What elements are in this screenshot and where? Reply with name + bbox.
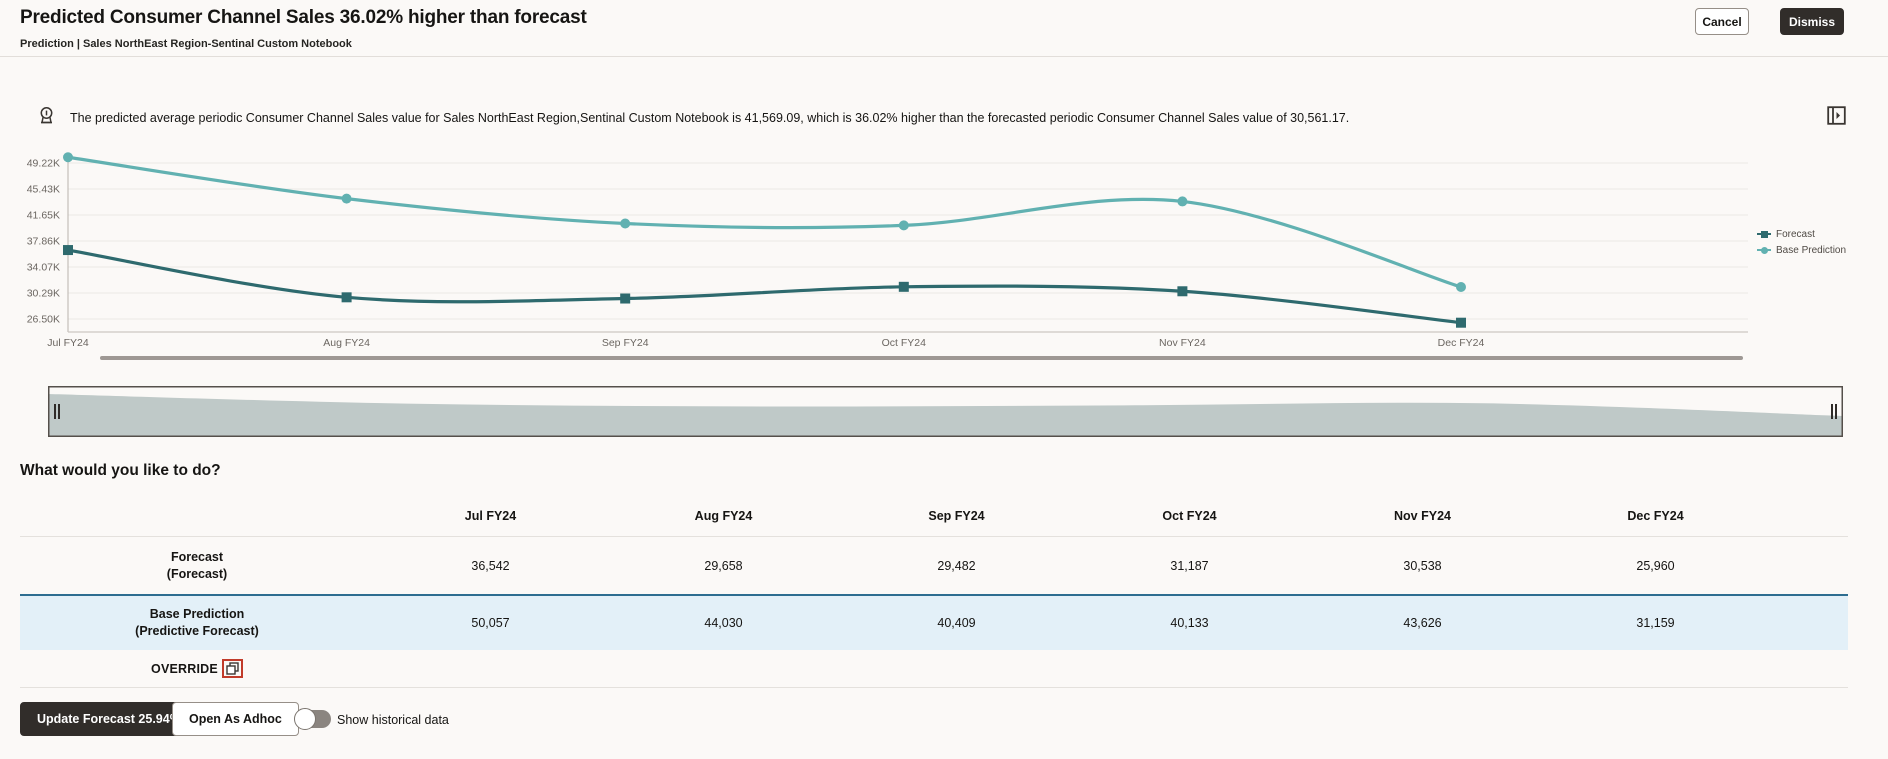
table-cell: 29,658 xyxy=(704,558,743,573)
data-point-forecast[interactable] xyxy=(898,281,909,292)
table-row-base-prediction: Base Prediction (Predictive Forecast) 50,0… xyxy=(20,594,1848,650)
y-axis-tick-label: 34.07K xyxy=(27,262,60,274)
data-point-forecast[interactable] xyxy=(620,293,631,304)
table-cell: 50,057 xyxy=(471,616,510,630)
data-point-base-prediction[interactable] xyxy=(63,152,73,163)
x-axis-tick-label: Jul FY24 xyxy=(47,337,89,349)
table-header-cell: Nov FY24 xyxy=(1394,509,1451,523)
table-row-override: OVERRIDE xyxy=(20,650,1848,688)
header-divider xyxy=(0,56,1888,57)
table-row-forecast: Forecast (Forecast) 36,542 29,658 29,482 31,1… xyxy=(20,536,1848,594)
open-as-adhoc-button[interactable]: Open As Adhoc xyxy=(172,702,299,736)
breadcrumb: Prediction | Sales NorthEast Region-Sent… xyxy=(20,38,352,50)
expand-panel-icon[interactable] xyxy=(1827,106,1846,130)
legend-item-base-prediction[interactable]: Base Prediction xyxy=(1757,242,1846,258)
table-header-cell: Sep FY24 xyxy=(928,509,985,523)
legend-label: Base Prediction xyxy=(1776,244,1847,256)
toggle-knob xyxy=(294,708,316,730)
override-annotation-box xyxy=(221,659,243,678)
forecast-line-chart: 49.22K 45.43K 41.65K 37.86K 34.07K 30.29K 26.5… xyxy=(27,152,1748,360)
dismiss-button[interactable]: Dismiss xyxy=(1780,8,1844,35)
table-cell: 44,030 xyxy=(704,616,743,630)
forecast-marker-icon xyxy=(1757,227,1771,241)
x-axis-tick-label: Oct FY24 xyxy=(882,337,927,349)
override-label: OVERRIDE xyxy=(151,661,218,676)
time-range-slider[interactable] xyxy=(48,386,1843,437)
y-axis-tick-label: 26.50K xyxy=(27,314,60,326)
data-point-base-prediction[interactable] xyxy=(898,220,909,231)
x-axis-tick-label: Sep FY24 xyxy=(602,337,649,349)
table-cell: 40,133 xyxy=(1170,616,1209,630)
y-axis-tick-label: 37.86K xyxy=(27,236,60,248)
x-axis-tick-label: Dec FY24 xyxy=(1438,337,1485,349)
range-handle-right[interactable] xyxy=(1831,404,1837,419)
table-cell: 25,960 xyxy=(1636,558,1675,573)
copy-icon[interactable] xyxy=(226,662,239,675)
insight-badge-icon xyxy=(38,106,55,130)
data-point-base-prediction[interactable] xyxy=(1456,282,1466,293)
insight-banner: The predicted average periodic Consumer … xyxy=(0,100,1888,142)
table-cell: 31,159 xyxy=(1636,616,1675,630)
table-header-cell: Aug FY24 xyxy=(694,509,753,523)
data-point-base-prediction[interactable] xyxy=(620,218,631,229)
data-point-forecast[interactable] xyxy=(63,245,73,256)
legend-item-forecast[interactable]: Forecast xyxy=(1757,226,1846,242)
chart-horizontal-scrollbar[interactable] xyxy=(100,356,1743,360)
table-cell: 40,409 xyxy=(937,616,976,630)
show-historical-data-toggle[interactable] xyxy=(294,708,331,730)
table-cell: 30,538 xyxy=(1403,558,1442,573)
cancel-button[interactable]: Cancel xyxy=(1695,8,1749,35)
table-cell: 36,542 xyxy=(471,558,510,573)
table-cell: 43,626 xyxy=(1403,616,1442,630)
table-header-cell: Dec FY24 xyxy=(1627,509,1684,523)
data-point-forecast[interactable] xyxy=(341,292,352,303)
data-point-forecast[interactable] xyxy=(1456,317,1466,328)
legend-label: Forecast xyxy=(1776,228,1815,240)
table-header-cell: Oct FY24 xyxy=(1162,509,1217,523)
base-prediction-marker-icon xyxy=(1757,243,1771,257)
x-axis-tick-label: Nov FY24 xyxy=(1159,337,1206,349)
insight-message: The predicted average periodic Consumer … xyxy=(70,111,1350,125)
data-point-forecast[interactable] xyxy=(1177,286,1188,297)
table-cell: 31,187 xyxy=(1170,558,1209,573)
forecast-table: Jul FY24 Aug FY24 Sep FY24 Oct FY24 Nov FY24… xyxy=(20,496,1848,688)
y-axis-tick-label: 49.22K xyxy=(27,158,60,170)
section-title: What would you like to do? xyxy=(20,462,221,479)
table-header-cell: Jul FY24 xyxy=(464,509,517,523)
data-point-base-prediction[interactable] xyxy=(1177,196,1188,207)
page-title: Predicted Consumer Channel Sales 36.02% … xyxy=(20,7,587,28)
y-axis-tick-label: 30.29K xyxy=(27,287,60,299)
show-historical-data-label: Show historical data xyxy=(337,713,449,727)
table-cell: 29,482 xyxy=(937,558,976,573)
row-label: Base Prediction (Predictive Forecast) xyxy=(135,607,259,638)
update-forecast-button[interactable]: Update Forecast 25.94% xyxy=(20,702,198,736)
range-handle-left[interactable] xyxy=(54,404,60,419)
y-axis-tick-label: 45.43K xyxy=(27,184,60,196)
data-point-base-prediction[interactable] xyxy=(341,193,352,204)
forecast-table-header: Jul FY24 Aug FY24 Sep FY24 Oct FY24 Nov FY24… xyxy=(20,496,1848,536)
y-axis-tick-label: 41.65K xyxy=(27,209,60,221)
chart-legend: Forecast Base Prediction xyxy=(1757,226,1846,258)
x-axis-tick-label: Aug FY24 xyxy=(323,337,370,349)
row-label: Forecast (Forecast) xyxy=(166,549,228,581)
